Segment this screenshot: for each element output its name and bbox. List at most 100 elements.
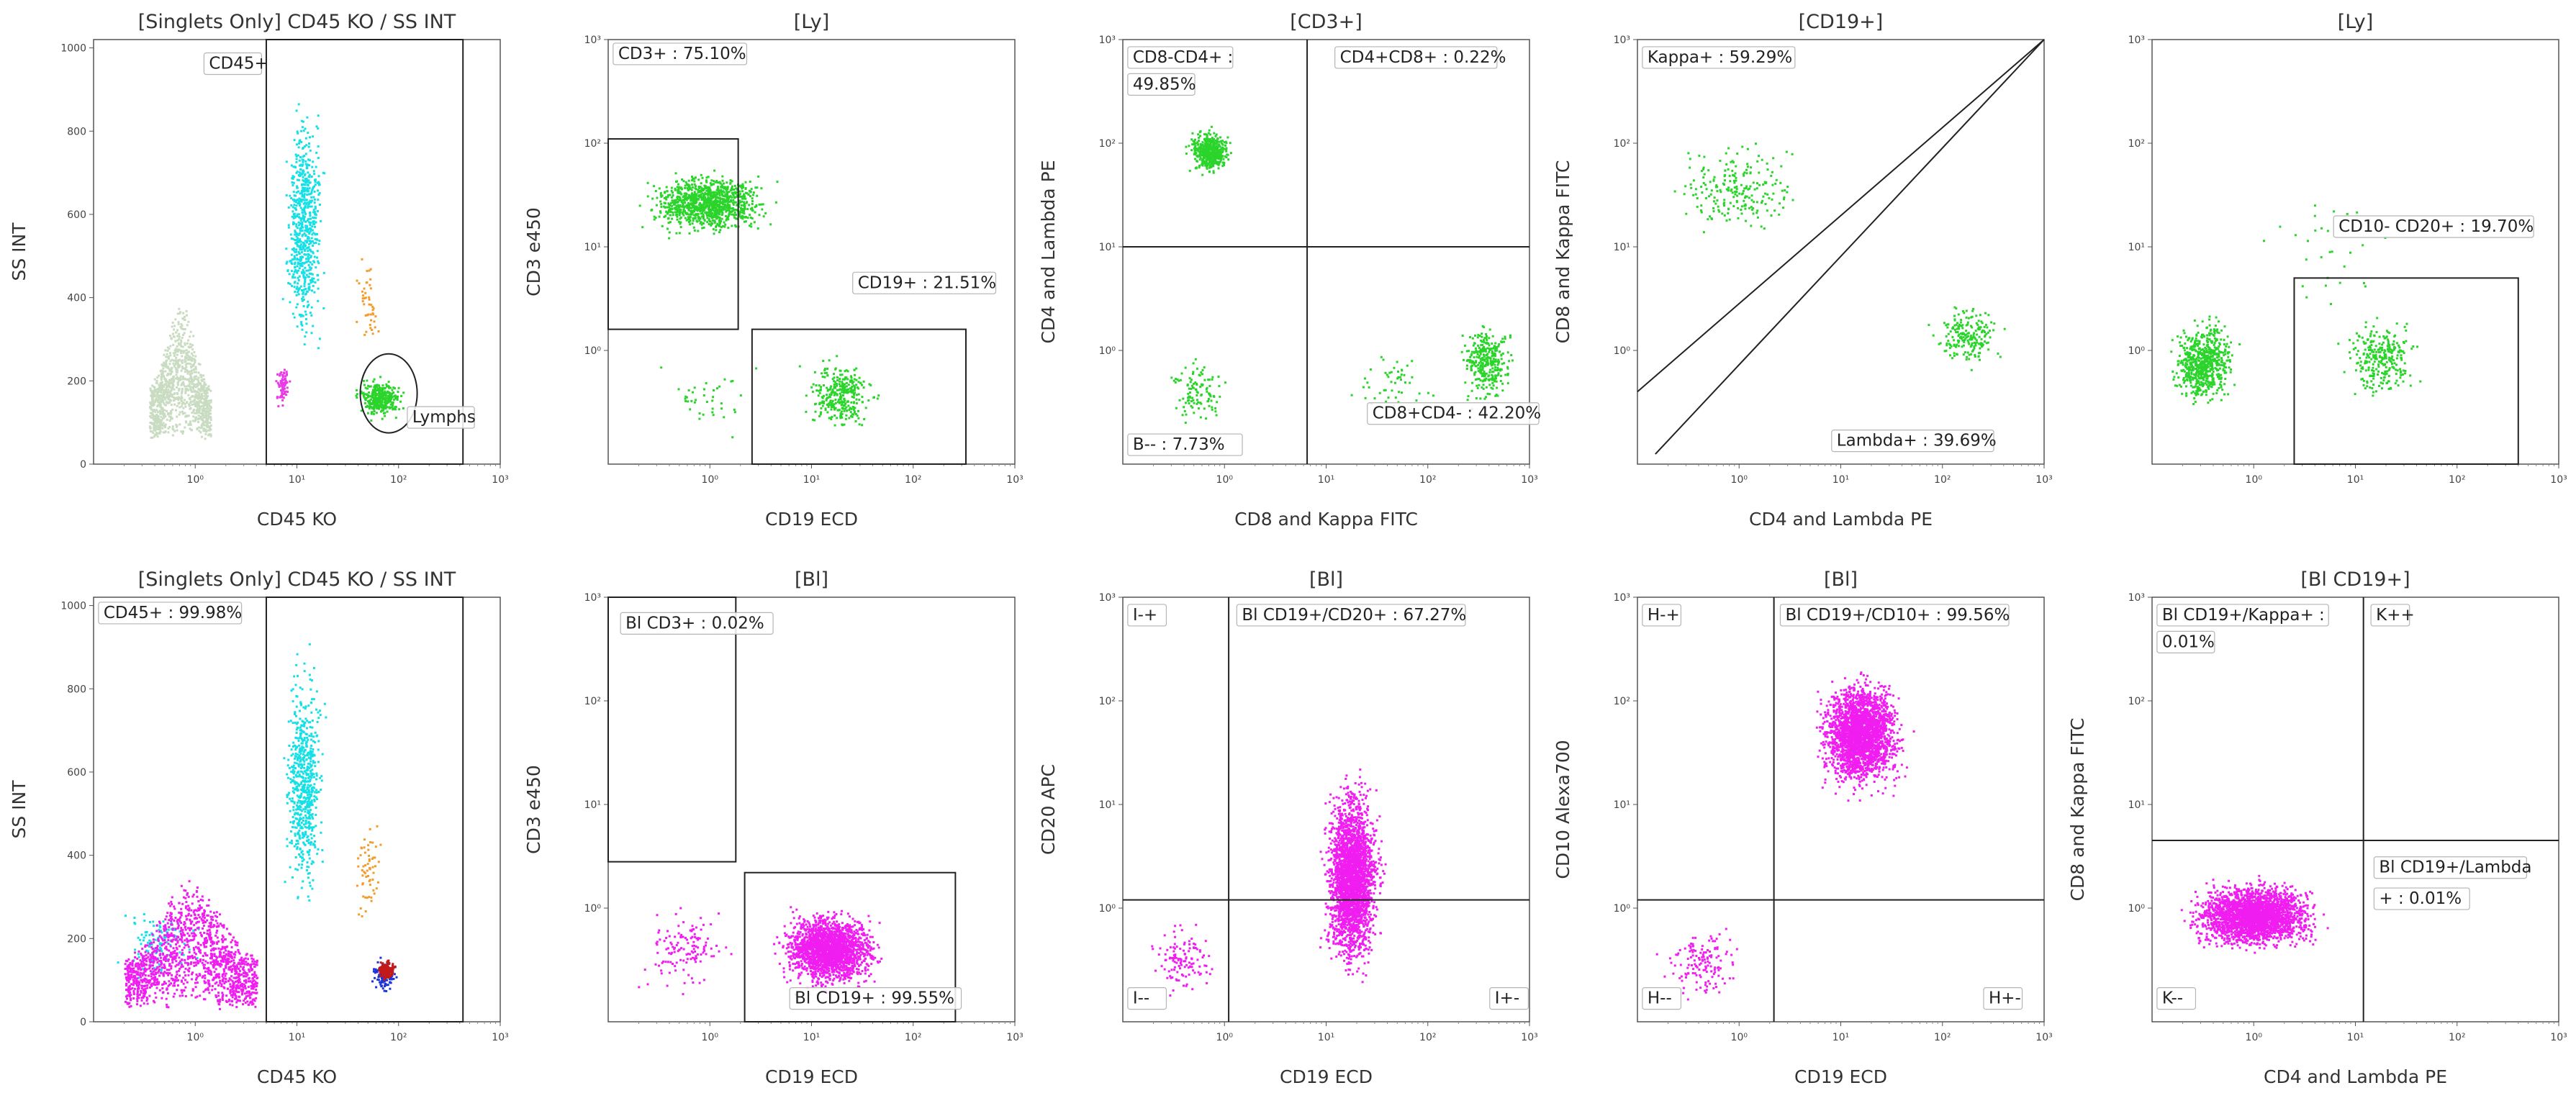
event-dot (733, 411, 736, 414)
event-dot (740, 217, 743, 219)
event-dot (202, 388, 205, 391)
event-dot (204, 428, 207, 431)
event-dot (821, 376, 824, 378)
gate-ellipse[interactable] (359, 353, 418, 434)
event-dot (1752, 207, 1755, 210)
event-dot (297, 282, 299, 285)
event-dot (687, 400, 690, 403)
event-dot (302, 199, 304, 201)
event-dot (366, 412, 369, 414)
event-dot (1218, 149, 1221, 152)
event-dot (696, 209, 699, 211)
event-dot (818, 403, 821, 406)
event-dot (151, 422, 154, 425)
event-dot (698, 187, 700, 189)
event-dot (1766, 162, 1768, 165)
event-dot (153, 415, 156, 417)
event-dot (695, 399, 697, 402)
event-dot (855, 398, 858, 401)
event-dot (1418, 392, 1421, 395)
event-dot (185, 389, 188, 391)
event-dot (1189, 381, 1192, 384)
event-dot (285, 248, 288, 250)
event-dot (299, 240, 302, 242)
event-dot (693, 183, 696, 186)
event-dot (176, 384, 179, 386)
event-dot (1774, 182, 1777, 185)
event-dot (289, 233, 292, 236)
event-dot (164, 378, 167, 381)
event-dot (1393, 366, 1396, 369)
event-dot (1467, 359, 1470, 361)
event-dot (389, 403, 392, 406)
event-dot (839, 369, 842, 372)
event-dot (191, 352, 193, 355)
event-dot (187, 362, 190, 365)
event-dot (1198, 166, 1201, 169)
event-dot (712, 194, 715, 197)
event-dot (1217, 143, 1220, 146)
event-dot (851, 415, 854, 418)
gate-rectangle[interactable] (751, 328, 967, 465)
event-dot (1214, 154, 1216, 157)
event-dot (173, 349, 176, 352)
event-dot (161, 397, 163, 400)
event-dot (844, 383, 846, 386)
event-dot (1221, 143, 1224, 146)
event-dot (172, 381, 175, 383)
event-dot (1201, 173, 1204, 176)
event-dot (1775, 178, 1778, 181)
gate-rectangle[interactable] (265, 39, 464, 465)
event-dot (311, 165, 314, 168)
event-dot (201, 414, 204, 417)
event-dot (167, 389, 170, 391)
event-dot (191, 348, 194, 351)
event-dot (678, 214, 681, 217)
gate-rectangle[interactable] (607, 138, 739, 330)
event-dot (1400, 373, 1403, 376)
event-dot (1196, 142, 1198, 145)
event-dot (361, 258, 363, 260)
event-dot (156, 393, 159, 396)
event-dot (311, 199, 314, 202)
event-dot (1207, 142, 1210, 145)
event-dot (374, 399, 377, 402)
event-dot (189, 373, 192, 376)
event-dot (833, 383, 836, 386)
event-dot (1212, 394, 1215, 397)
event-dot (1478, 356, 1481, 359)
event-dot (839, 392, 841, 395)
event-dot (1229, 142, 1231, 145)
event-dot (867, 399, 870, 402)
event-dot (863, 418, 866, 420)
event-dot (159, 412, 162, 415)
event-dot (312, 277, 315, 280)
event-dot (157, 390, 160, 393)
event-dot (1211, 163, 1214, 165)
event-dot (186, 324, 189, 327)
event-dot (312, 135, 315, 138)
event-dot (371, 389, 374, 391)
event-dot (390, 397, 393, 400)
event-dot (373, 320, 376, 323)
event-dot (161, 419, 163, 422)
event-dot (693, 180, 696, 183)
event-dot (187, 423, 190, 426)
event-dot (697, 191, 700, 194)
event-dot (309, 199, 312, 202)
event-dot (1213, 137, 1215, 140)
event-dot (1483, 372, 1486, 375)
event-dot (157, 425, 160, 428)
event-dot (191, 429, 193, 432)
event-dot (189, 387, 192, 390)
event-dot (161, 363, 163, 366)
y-axis-label: SS INT (9, 222, 30, 281)
event-dot (1208, 171, 1211, 173)
event-dot (176, 378, 179, 381)
event-dot (181, 410, 184, 413)
event-dot (209, 435, 212, 437)
event-dot (692, 219, 695, 222)
event-dot (1479, 358, 1482, 360)
event-dot (1749, 172, 1752, 175)
event-dot (1191, 384, 1193, 387)
